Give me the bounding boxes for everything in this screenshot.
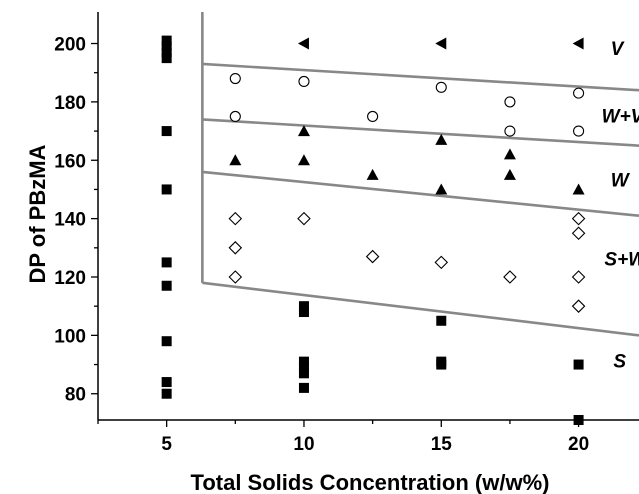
diamond-point bbox=[228, 270, 243, 284]
region-label: W+V bbox=[602, 106, 639, 127]
phase-boundary-line bbox=[202, 170, 639, 218]
square-point bbox=[161, 126, 172, 137]
square-point bbox=[161, 377, 172, 388]
x-tick-label: 20 bbox=[568, 434, 589, 455]
triangle-up-point bbox=[503, 168, 516, 180]
diamond-point bbox=[503, 270, 517, 284]
phase-boundary-line bbox=[202, 118, 639, 147]
diamond-point bbox=[571, 299, 586, 313]
square-point bbox=[298, 382, 309, 393]
square-point bbox=[573, 415, 584, 425]
square-point bbox=[161, 388, 172, 399]
y-tick-label: 140 bbox=[54, 210, 86, 231]
y-tick-label: 100 bbox=[54, 326, 86, 347]
square-point bbox=[161, 35, 172, 46]
x-axis-title: Total Solids Concentration (w/w%) bbox=[191, 470, 550, 494]
triangle-up-point bbox=[503, 148, 516, 160]
circle-point bbox=[504, 125, 516, 137]
x-tick-label: 10 bbox=[293, 434, 314, 455]
circle-point bbox=[229, 72, 241, 85]
phase-boundary-line bbox=[202, 62, 639, 92]
square-point bbox=[161, 184, 172, 195]
square-point bbox=[573, 359, 584, 370]
diamond-point bbox=[571, 270, 586, 284]
circle-point bbox=[573, 87, 585, 99]
diamond-point bbox=[365, 249, 380, 264]
triangle-up-point bbox=[229, 154, 242, 166]
region-label: S bbox=[613, 351, 626, 372]
square-point bbox=[298, 362, 309, 373]
circle-point bbox=[573, 125, 585, 137]
square-point bbox=[298, 368, 309, 379]
circle-point bbox=[229, 110, 241, 123]
phase-boundaries bbox=[201, 12, 639, 337]
circle-point bbox=[298, 75, 310, 88]
square-point bbox=[161, 41, 172, 52]
triangle-up-point bbox=[297, 154, 310, 166]
circle-point bbox=[367, 110, 379, 123]
triangle-left-point bbox=[572, 37, 584, 50]
diamond-point bbox=[297, 211, 311, 226]
triangle-up-point bbox=[572, 183, 585, 195]
square-point bbox=[161, 257, 172, 268]
region-labels: V W+V W S+W S bbox=[602, 39, 639, 372]
circle-point bbox=[435, 81, 447, 93]
triangle-up-point bbox=[435, 183, 448, 195]
x-tick-label: 5 bbox=[161, 434, 172, 455]
region-label: V bbox=[611, 39, 625, 60]
square-point bbox=[161, 336, 172, 347]
triangle-up-point bbox=[297, 125, 310, 137]
square-point bbox=[436, 359, 447, 370]
triangle-left-point bbox=[297, 37, 309, 50]
square-point bbox=[161, 280, 172, 291]
y-tick-label: 180 bbox=[54, 93, 86, 114]
axes: 80 100 120 140 160 180 200 5 10 15 20 bbox=[54, 12, 639, 455]
region-label: W bbox=[611, 171, 631, 192]
circle-point bbox=[504, 96, 516, 108]
y-tick-label: 160 bbox=[54, 151, 86, 172]
y-axis-title: DP of PBzMA bbox=[25, 144, 50, 283]
triangle-up-point bbox=[366, 168, 379, 180]
y-tick-label: 80 bbox=[65, 385, 86, 406]
diamond-point bbox=[228, 241, 243, 255]
phase-boundary-line bbox=[202, 281, 639, 337]
diamond-point bbox=[434, 255, 449, 270]
square-point bbox=[298, 301, 309, 312]
square-point bbox=[298, 356, 309, 367]
square-point bbox=[161, 53, 172, 64]
region-label: S+W bbox=[604, 249, 639, 270]
diamond-point bbox=[228, 211, 243, 226]
triangle-left-point bbox=[435, 37, 447, 50]
diamond-point bbox=[571, 226, 586, 240]
x-tick-label: 15 bbox=[431, 434, 453, 455]
square-point bbox=[161, 47, 172, 58]
y-tick-label: 120 bbox=[54, 268, 86, 289]
square-point bbox=[436, 315, 447, 326]
data-points bbox=[161, 35, 586, 425]
y-tick-label: 200 bbox=[54, 35, 86, 56]
square-point bbox=[298, 307, 309, 318]
diamond-point bbox=[571, 211, 586, 226]
triangle-up-point bbox=[435, 133, 448, 145]
